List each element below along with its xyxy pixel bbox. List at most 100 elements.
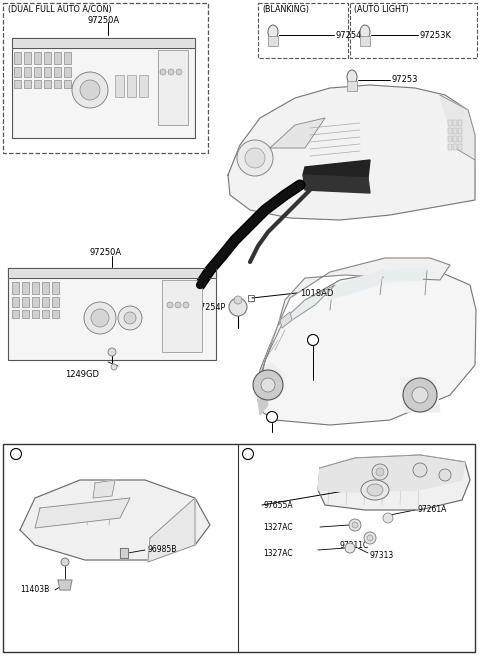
Text: (AUTO LIGHT): (AUTO LIGHT) [354, 5, 409, 14]
Bar [14, 67, 21, 77]
Text: 1327AC: 1327AC [263, 548, 293, 558]
Circle shape [439, 469, 451, 481]
Bar [448, 120, 452, 126]
Polygon shape [255, 362, 285, 398]
Polygon shape [270, 118, 325, 148]
Bar [347, 81, 357, 91]
Bar [42, 310, 49, 318]
Ellipse shape [360, 25, 370, 39]
Bar [3, 3, 208, 153]
Bar [458, 120, 462, 126]
Ellipse shape [347, 70, 357, 84]
Text: 97211C: 97211C [340, 541, 369, 550]
Circle shape [229, 298, 247, 316]
Polygon shape [258, 270, 476, 425]
Bar [44, 80, 51, 88]
Bar [34, 80, 41, 88]
Text: 97250A: 97250A [90, 248, 122, 257]
Bar [22, 310, 29, 318]
Text: 1249GD: 1249GD [65, 370, 99, 379]
Circle shape [352, 522, 358, 528]
Polygon shape [93, 480, 115, 498]
Circle shape [367, 535, 373, 541]
Polygon shape [278, 285, 335, 326]
Bar [32, 282, 39, 294]
Circle shape [72, 72, 108, 108]
Circle shape [413, 463, 427, 477]
Polygon shape [318, 455, 470, 510]
Circle shape [403, 378, 437, 412]
Polygon shape [400, 378, 440, 412]
Text: 11403B: 11403B [20, 586, 49, 594]
Polygon shape [303, 160, 370, 178]
Bar [44, 52, 51, 64]
Bar [453, 136, 457, 142]
Text: 97655A: 97655A [263, 501, 293, 510]
Polygon shape [258, 318, 285, 400]
Polygon shape [8, 268, 216, 278]
Circle shape [364, 532, 376, 544]
Bar [12, 297, 19, 307]
Circle shape [412, 387, 428, 403]
Bar [12, 310, 19, 318]
Bar [158, 50, 188, 125]
Bar [14, 80, 21, 88]
Text: b: b [311, 337, 315, 343]
Bar [12, 38, 195, 138]
Circle shape [80, 80, 100, 100]
Text: 97261A: 97261A [417, 506, 446, 514]
Circle shape [266, 411, 277, 422]
Bar [32, 310, 39, 318]
Text: 1018AD: 1018AD [300, 289, 334, 298]
Text: 97313: 97313 [370, 550, 394, 560]
Circle shape [61, 558, 69, 566]
Bar [127, 75, 136, 97]
Bar [8, 268, 216, 360]
Bar [24, 80, 31, 88]
Ellipse shape [367, 484, 383, 496]
Bar [3, 444, 475, 652]
Bar [139, 75, 148, 97]
Circle shape [11, 449, 22, 459]
Bar [360, 36, 370, 46]
Bar [22, 282, 29, 294]
Text: 97250A: 97250A [88, 16, 120, 25]
Circle shape [372, 464, 388, 480]
Bar [22, 297, 29, 307]
Polygon shape [228, 85, 475, 220]
Bar [14, 52, 21, 64]
Polygon shape [120, 548, 128, 558]
Bar [448, 128, 452, 134]
Text: (BLANKING): (BLANKING) [262, 5, 309, 14]
Bar [54, 52, 61, 64]
Circle shape [168, 69, 174, 75]
Bar [115, 75, 124, 97]
Bar [54, 80, 61, 88]
Circle shape [160, 69, 166, 75]
Polygon shape [58, 580, 72, 590]
Circle shape [183, 302, 189, 308]
Polygon shape [278, 258, 450, 325]
Bar [64, 52, 71, 64]
Bar [64, 67, 71, 77]
Polygon shape [382, 268, 427, 282]
Polygon shape [12, 38, 195, 48]
Circle shape [242, 449, 253, 459]
Bar [34, 67, 41, 77]
Bar [24, 67, 31, 77]
Bar [64, 80, 71, 88]
Polygon shape [148, 498, 195, 562]
Circle shape [234, 296, 242, 304]
Polygon shape [35, 498, 130, 528]
Text: 97253: 97253 [392, 75, 419, 85]
Circle shape [108, 348, 116, 356]
Polygon shape [318, 455, 465, 492]
Bar [248, 295, 254, 301]
Bar [453, 120, 457, 126]
Bar [42, 282, 49, 294]
Polygon shape [303, 175, 370, 193]
Bar [32, 297, 39, 307]
Circle shape [175, 302, 181, 308]
Text: 97254: 97254 [336, 30, 362, 39]
Text: 97254P: 97254P [196, 304, 226, 312]
